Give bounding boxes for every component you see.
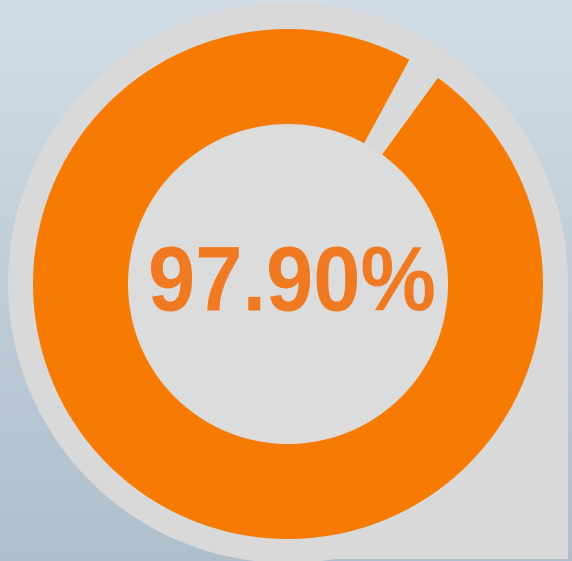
chart: 97.90%: [0, 0, 572, 561]
value-label: 97.90%: [148, 228, 436, 330]
